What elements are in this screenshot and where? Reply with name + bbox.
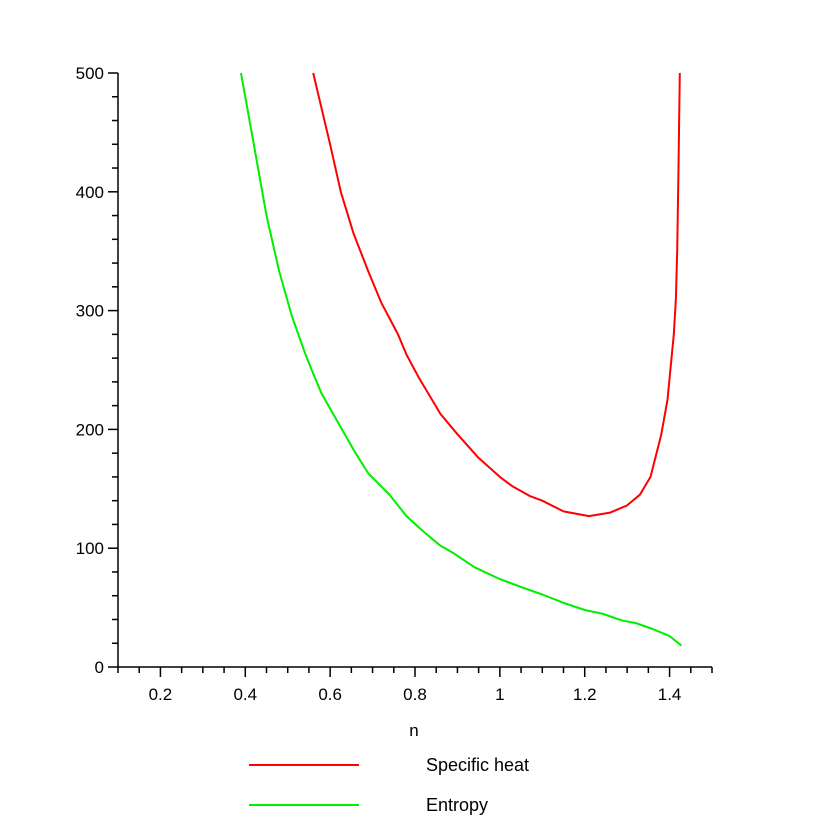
x-tick-label: 0.4 bbox=[233, 685, 257, 704]
labels-layer: 0.2 0.4 0.6 0.8 1 1.2 1.4 0 100 200 300 400 500 n bbox=[76, 64, 682, 740]
legend: Specific heat Entropy bbox=[249, 755, 529, 815]
legend-label: Specific heat bbox=[426, 755, 529, 775]
x-tick-label: 1.4 bbox=[658, 685, 682, 704]
series-line-entropy bbox=[240, 72, 683, 647]
series-layer bbox=[240, 72, 683, 647]
axes-layer bbox=[108, 72, 713, 677]
x-tick-label: 0.6 bbox=[318, 685, 342, 704]
x-axis-title: n bbox=[409, 721, 418, 740]
y-tick-label: 400 bbox=[76, 183, 104, 202]
series-line-specific-heat bbox=[312, 72, 681, 518]
y-tick-label: 500 bbox=[76, 64, 104, 83]
x-tick-label: 0.2 bbox=[149, 685, 173, 704]
y-tick-label: 300 bbox=[76, 302, 104, 321]
x-tick-label: 1.2 bbox=[573, 685, 597, 704]
x-tick-label: 0.8 bbox=[403, 685, 427, 704]
legend-label: Entropy bbox=[426, 795, 488, 815]
x-tick-label: 1 bbox=[495, 685, 504, 704]
y-tick-label: 0 bbox=[95, 658, 104, 677]
y-tick-label: 100 bbox=[76, 539, 104, 558]
y-tick-label: 200 bbox=[76, 420, 104, 439]
